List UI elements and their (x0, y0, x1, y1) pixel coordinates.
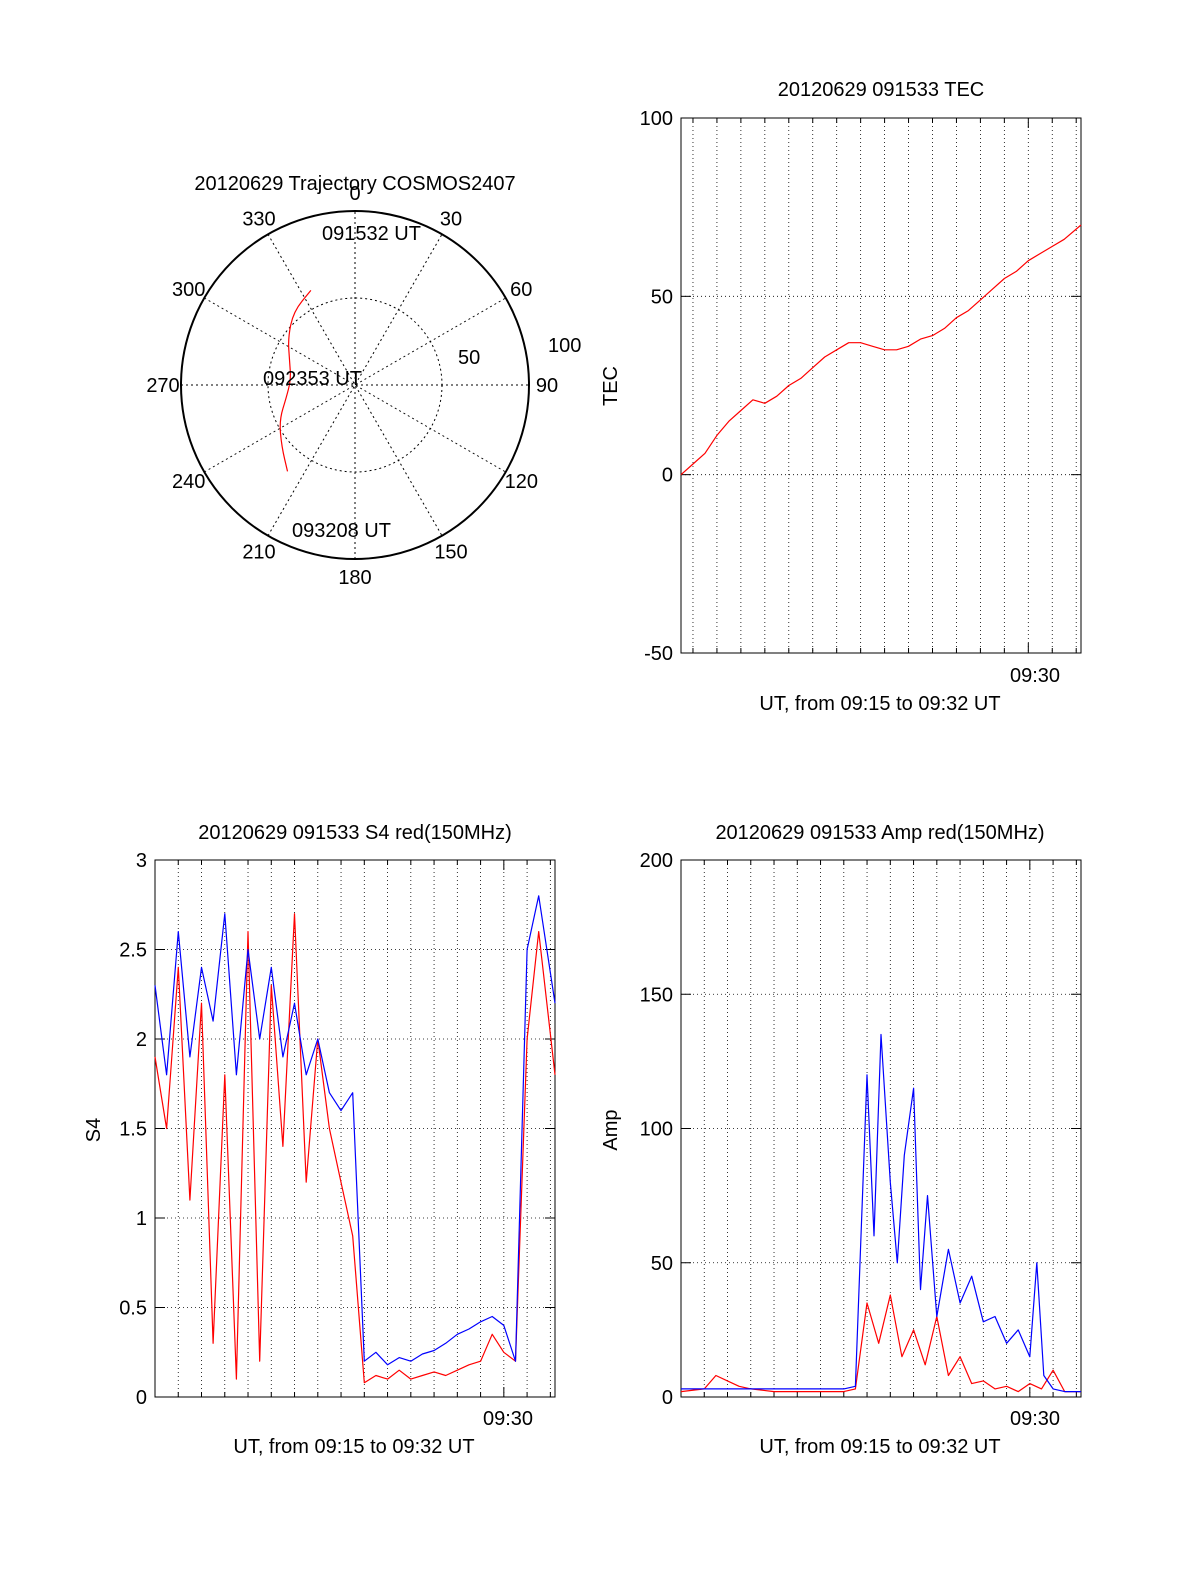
tec-title: 20120629 091533 TEC (778, 79, 984, 101)
azimuth-label-300: 300 (172, 279, 205, 301)
amp-x-tick-label: 09:30 (1010, 1408, 1060, 1430)
tec-xlabel: UT, from 09:15 to 09:32 UT (759, 693, 1000, 715)
s4-y-tick-label: 1.5 (119, 1119, 147, 1141)
amp-grid (681, 860, 1081, 1397)
trajectory-end-label: 093208 UT (292, 520, 391, 542)
azimuth-label-0: 0 (349, 183, 360, 205)
s4-y-tick-label: 3 (136, 850, 147, 872)
s4-y-tick-label: 0 (136, 1387, 147, 1409)
s4-xlabel: UT, from 09:15 to 09:32 UT (233, 1436, 474, 1458)
radial-tick-50: 50 (458, 347, 480, 369)
polar-grid (180, 210, 530, 560)
azimuth-label-210: 210 (242, 541, 275, 563)
azimuth-label-180: 180 (338, 567, 371, 589)
amp-title: 20120629 091533 Amp red(150MHz) (715, 822, 1044, 844)
tec-grid (681, 118, 1081, 653)
amp-series-red-line (680, 1294, 1081, 1393)
tec-series (680, 224, 1082, 476)
amp-y-tick-label: 150 (640, 984, 673, 1006)
polar-spoke (267, 234, 443, 536)
azimuth-label-120: 120 (505, 471, 538, 493)
amp-series-blue-line (681, 1033, 1081, 1393)
tec-y-tick-label: 50 (651, 286, 673, 308)
trajectory-line (279, 290, 312, 472)
tec-y-tick-label: 100 (640, 108, 673, 130)
azimuth-label-150: 150 (434, 541, 467, 563)
amp-y-ticks: 200 150 100 50 0 (640, 850, 1081, 1409)
amp-ylabel: Amp (600, 1109, 622, 1150)
s4-series-red-line (154, 913, 556, 1384)
amp-series (680, 1033, 1081, 1393)
amp-y-tick-label: 50 (651, 1253, 673, 1275)
azimuth-label-270: 270 (146, 375, 179, 397)
amp-y-tick-label: 0 (662, 1387, 673, 1409)
azimuth-label-60: 60 (510, 279, 532, 301)
amp-xlabel: UT, from 09:15 to 09:32 UT (759, 1436, 1000, 1458)
polar-azimuth-labels: 0 30 60 90 120 150 180 210 240 270 300 330 (146, 183, 558, 589)
azimuth-label-240: 240 (172, 471, 205, 493)
s4-panel: 20120629 091533 S4 red(150MHz) 3 2.5 2 1.5 1… (83, 822, 556, 1458)
amp-panel: 20120629 091533 Amp red(150MHz) 200 150 10… (600, 822, 1082, 1458)
tec-x-tick-label: 09:30 (1010, 665, 1060, 687)
s4-ylabel: S4 (83, 1118, 105, 1142)
tec-y-tick-label: -50 (644, 643, 673, 665)
tec-y-tick-label: 0 (662, 465, 673, 487)
s4-title: 20120629 091533 S4 red(150MHz) (198, 822, 512, 844)
tec-ylabel: TEC (600, 366, 622, 406)
azimuth-label-30: 30 (440, 209, 462, 231)
polar-spoke (204, 297, 506, 473)
s4-x-tick-label: 09:30 (483, 1408, 533, 1430)
trajectory-mid-label: 092353 UT (263, 368, 362, 390)
azimuth-label-330: 330 (242, 209, 275, 231)
tec-y-ticks: 100 50 0 -50 (640, 108, 1081, 665)
amp-y-tick-label: 200 (640, 850, 673, 872)
s4-series-blue-line (154, 895, 556, 1366)
polar-spoke (204, 297, 506, 473)
azimuth-label-90: 90 (536, 375, 558, 397)
radial-tick-100: 100 (548, 335, 581, 357)
s4-y-tick-label: 2 (136, 1029, 147, 1051)
trajectory-title: 20120629 Trajectory COSMOS2407 (194, 173, 515, 195)
s4-grid (155, 860, 555, 1397)
s4-series (154, 895, 556, 1384)
polar-spoke (267, 234, 443, 536)
s4-y-tick-label: 0.5 (119, 1298, 147, 1320)
s4-y-tick-label: 1 (136, 1208, 147, 1230)
trajectory-start-label: 091532 UT (322, 223, 421, 245)
trajectory-panel: 20120629 Trajectory COSMOS2407 0 30 60 90 12… (146, 173, 581, 589)
s4-y-ticks: 3 2.5 2 1.5 1 0.5 0 (119, 850, 555, 1409)
s4-y-tick-label: 2.5 (119, 940, 147, 962)
tec-plot-frame (680, 117, 1082, 654)
tec-series-red-line (680, 224, 1082, 476)
amp-y-tick-label: 100 (640, 1119, 673, 1141)
